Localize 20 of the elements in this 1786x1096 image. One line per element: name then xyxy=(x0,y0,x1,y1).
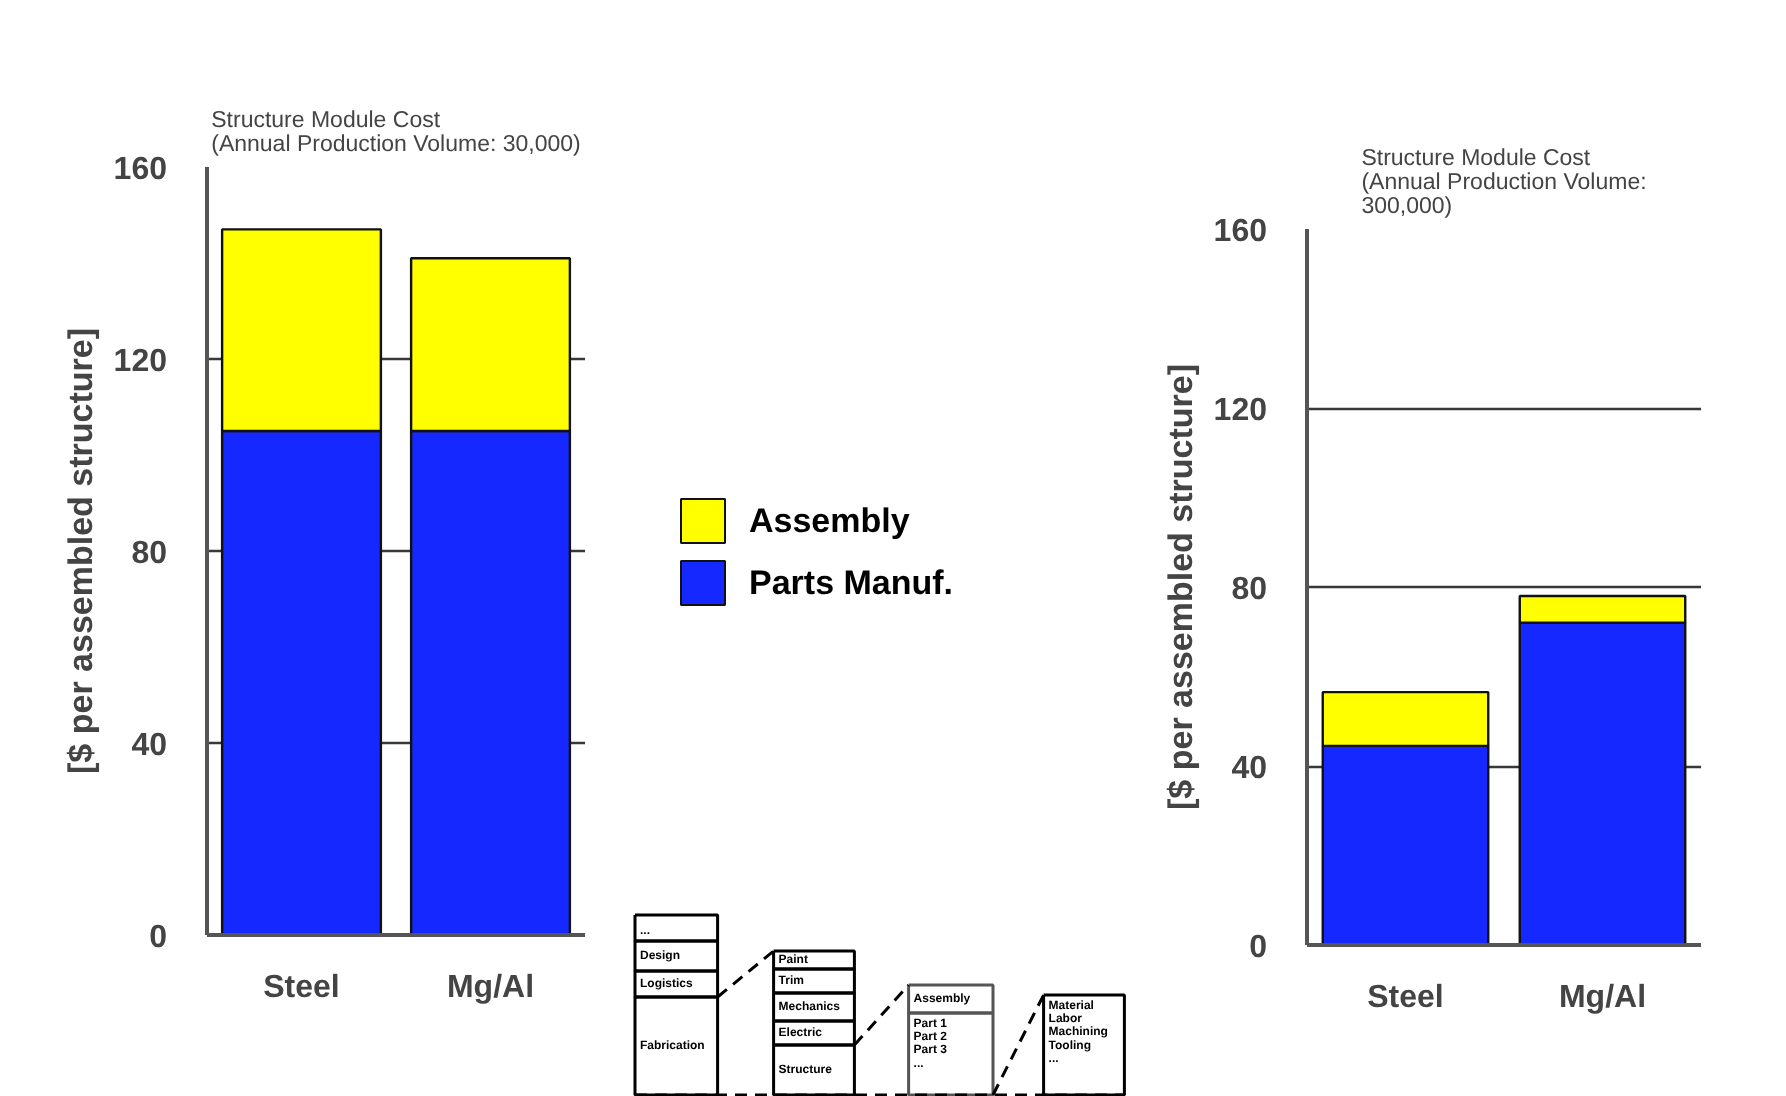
chart-title: Structure Module Cost (Annual Production Volume: 30,000) xyxy=(211,109,582,157)
y-tick-label: 80 xyxy=(1231,573,1268,607)
y-tick-label: 160 xyxy=(113,153,168,187)
x-tick-label: Steel xyxy=(1367,981,1444,1015)
y-tick-label: 160 xyxy=(1213,215,1268,249)
x-tick-label: Steel xyxy=(263,971,340,1005)
y-tick-label: 0 xyxy=(1249,931,1268,965)
y-axis-title: [$ per assembled structure] xyxy=(61,328,100,774)
y-tick-label: 0 xyxy=(149,921,168,955)
legend-label: Assembly xyxy=(749,502,911,540)
y-tick-label: 120 xyxy=(113,345,168,379)
y-tick-label: 40 xyxy=(1231,752,1268,786)
y-tick-label: 80 xyxy=(131,537,168,571)
x-tick-label: Mg/Al xyxy=(446,971,535,1005)
x-tick-label: Mg/Al xyxy=(1558,981,1647,1015)
y-tick-label: 120 xyxy=(1213,394,1268,428)
y-tick-label: 40 xyxy=(131,729,168,763)
chart-title: Structure Module Cost (Annual Production Volume: 300,000) xyxy=(1361,147,1647,219)
y-axis-title: [$ per assembled structure] xyxy=(1161,364,1200,810)
legend-label: Parts Manuf. xyxy=(749,564,954,602)
